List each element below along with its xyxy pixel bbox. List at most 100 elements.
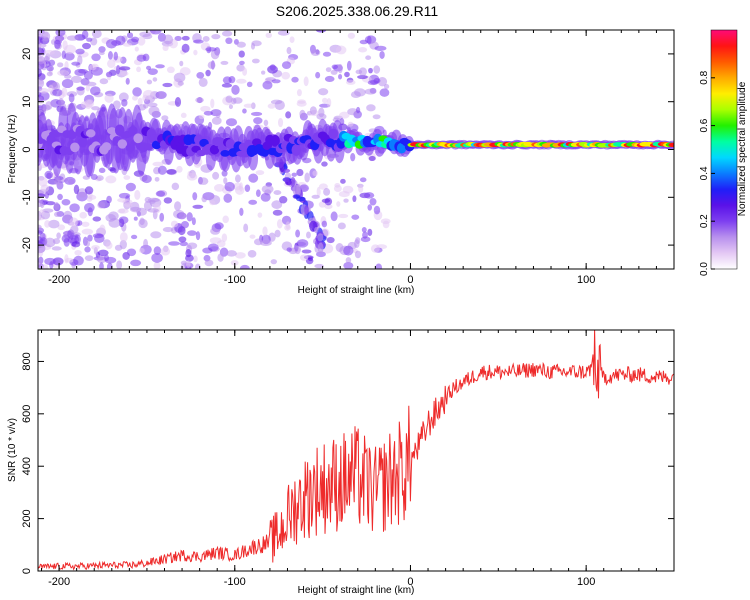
spectrogram-noise-cell: [193, 39, 204, 44]
spectrogram-noise-cell: [147, 102, 158, 108]
spectrogram-noise-cell: [130, 259, 142, 267]
spectrogram-noise-cell: [259, 239, 272, 246]
spectrogram-noise-cell: [86, 99, 95, 108]
spectrogram-noise-cell: [62, 40, 68, 51]
spectrogram-noise-cell: [143, 238, 149, 249]
spectrogram-noise-cell: [142, 89, 154, 100]
spectrogram-noise-cell: [153, 261, 161, 269]
spectrogram-noise-cell: [374, 45, 387, 51]
spectrogram-noise-cell: [176, 165, 183, 173]
spectrogram-noise-cell: [98, 51, 105, 56]
spectrogram-branch-cell: [304, 205, 309, 215]
spectrogram-noise-cell: [131, 234, 138, 240]
spectrogram-noise-cell: [354, 88, 366, 97]
spectrogram-noise-cell: [203, 110, 214, 116]
spectrogram-noise-cell: [261, 70, 266, 75]
spectrogram-ridge-cell: [328, 128, 338, 139]
spectrogram-noise-cell: [325, 67, 332, 73]
spectrogram-noise-cell: [105, 39, 117, 49]
spectrogram-noise-cell: [336, 201, 341, 207]
spectrogram-noise-cell: [63, 210, 73, 221]
spectrogram-noise-cell: [144, 196, 152, 203]
spectrogram-noise-cell: [61, 198, 71, 206]
spectrogram-noise-cell: [362, 231, 368, 239]
spectrogram-y-tick-label: 0: [21, 146, 33, 152]
spectrogram-noise-cell: [161, 115, 169, 121]
spectrogram-noise-cell: [357, 74, 368, 80]
spectrogram-noise-cell: [312, 170, 318, 177]
spectrogram-noise-cell: [321, 220, 328, 228]
spectrogram-ridge-cell: [225, 138, 236, 150]
spectrogram-noise-cell: [90, 174, 98, 181]
spectrogram-noise-cell: [267, 103, 276, 109]
spectrogram-noise-cell: [120, 71, 129, 77]
spectrogram-noise-cell: [81, 228, 94, 235]
snr-panel: -200 -100 0 100 0 200 400 600 800 Height of str…: [7, 329, 675, 596]
spectrogram-noise-cell: [246, 81, 253, 88]
spectrogram-noise-cell: [291, 76, 299, 83]
spectrogram-noise-cell: [243, 223, 249, 233]
spectrogram-noise-cell: [321, 97, 328, 104]
spectrogram-noise-cell: [221, 30, 233, 37]
spectrogram-noise-cell: [367, 35, 372, 45]
spectrogram-ridge-cell: [209, 144, 220, 155]
spectrogram-y-tick-label: -10: [21, 189, 33, 205]
spectrogram-noise-cell: [241, 265, 247, 269]
spectrogram-ridge-cell: [143, 143, 154, 151]
spectrogram-noise-cell: [383, 84, 390, 89]
spectrogram-noise-cell: [154, 176, 160, 182]
spectrogram-noise-cell: [54, 178, 62, 186]
spectrogram-noise-cell: [162, 44, 169, 51]
spectrogram-ridge-cell: [270, 134, 280, 147]
spectrogram-noise-cell: [279, 196, 288, 204]
spectrogram-noise-cell: [174, 201, 182, 211]
spectrogram-noise-cell: [247, 249, 257, 258]
spectrogram-noise-cell: [274, 229, 281, 238]
spectrogram-noise-cell: [41, 31, 51, 42]
spectrogram-noise-cell: [91, 30, 102, 39]
spectrogram-noise-cell: [43, 49, 55, 55]
spectrogram-noise-cell: [271, 79, 281, 84]
snr-y-tick-label: 0: [21, 568, 33, 574]
snr-y-label: SNR (10 * v/v): [7, 418, 18, 482]
spectrogram-noise-cell: [122, 42, 132, 47]
spectrogram-noise-cell: [179, 60, 184, 67]
spectrogram-noise-cell: [125, 182, 136, 192]
spectrogram-noise-cell: [38, 177, 48, 187]
spectrogram-noise-cell: [44, 220, 51, 228]
spectrogram-noise-cell: [69, 203, 80, 213]
spectrogram-noise-cell: [343, 261, 354, 269]
spectrogram-noise-cell: [48, 219, 60, 229]
spectrogram-noise-cell: [324, 75, 335, 82]
spectrogram-noise-cell: [123, 175, 131, 180]
spectrogram-noise-cell: [296, 168, 304, 177]
spectrogram-branch-cell: [293, 194, 301, 199]
spectrogram-noise-cell: [98, 46, 106, 53]
spectrogram-noise-cell: [38, 193, 46, 198]
spectrogram-ridge-cell: [220, 150, 230, 157]
colorbar-tick-label: 0.4: [699, 166, 710, 180]
spectrogram-noise-cell: [316, 113, 327, 120]
spectrogram-noise-cell: [210, 49, 220, 60]
spectrogram-noise-cell: [260, 192, 271, 202]
spectrogram-noise-cell: [309, 106, 317, 115]
spectrogram-noise-cell: [166, 66, 175, 74]
spectrogram-noise-cell: [141, 174, 152, 184]
spectrogram-noise-cell: [147, 208, 160, 213]
spectrogram-noise-cell: [217, 253, 224, 262]
spectrogram-noise-cell: [304, 172, 310, 183]
spectrogram-noise-cell: [263, 119, 269, 127]
spectrogram-noise-cell: [38, 94, 45, 102]
spectrogram-noise-cell: [138, 247, 145, 254]
spectrogram-noise-cell: [269, 64, 276, 71]
spectrogram-noise-cell: [315, 71, 321, 79]
spectrogram-noise-cell: [330, 69, 338, 75]
spectrogram-branch-cell: [290, 176, 296, 187]
spectrogram-noise-cell: [368, 155, 376, 162]
spectrogram-x-axis: -200 -100 0 100: [41, 30, 675, 286]
spectrogram-noise-cell: [239, 207, 244, 217]
spectrogram-noise-cell: [226, 250, 237, 257]
spectrogram-noise-cell: [171, 182, 180, 191]
spectrogram-noise-cell: [163, 197, 173, 204]
